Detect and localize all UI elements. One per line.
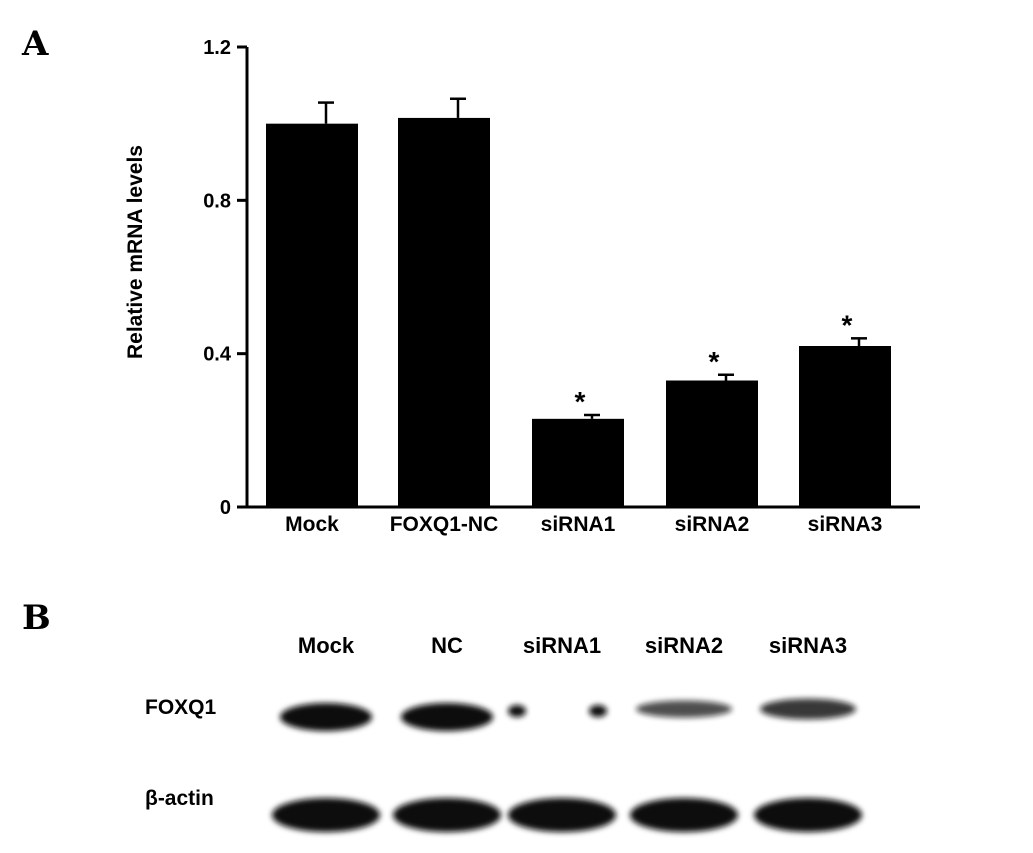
blot-lane-label: NC [431, 633, 463, 658]
bar [266, 123, 358, 508]
x-category-label: siRNA2 [675, 513, 750, 536]
x-category-label: FOXQ1-NC [390, 513, 499, 536]
y-tick-label: 0.4 [203, 344, 232, 366]
blot-row-label: β-actin [145, 787, 214, 810]
bar [666, 380, 758, 507]
bar [398, 117, 490, 508]
blot-band [272, 798, 380, 832]
blot-bands [272, 698, 862, 832]
significance-marker: * [842, 309, 853, 340]
blot-lane-label: siRNA2 [644, 633, 724, 658]
blot-band [760, 698, 856, 720]
blot-lane-label: siRNA3 [768, 633, 848, 658]
blot-band [508, 705, 526, 717]
category-labels: Mock FOXQ1-NC siRNA1 siRNA2 siRNA3 [285, 513, 882, 536]
bar-chart: 0 0.4 0.8 1.2 * * * Mock FOXQ1-NC siRNA1 siRNA2 s… [124, 37, 920, 536]
blot-band [280, 703, 372, 731]
blot-band [636, 700, 732, 718]
blot-band [754, 798, 862, 832]
blot-lane-label: Mock [297, 633, 355, 658]
panel-b-label: B [22, 598, 51, 638]
y-tick-label: 1.2 [203, 37, 231, 59]
x-category-label: Mock [285, 513, 339, 536]
bar [799, 346, 891, 507]
panel-a-label: A [22, 24, 49, 64]
blot-band [589, 705, 607, 717]
x-category-label: siRNA3 [808, 513, 883, 536]
blot-band [401, 703, 493, 731]
blot-band [508, 798, 616, 832]
y-tick-label: 0.8 [203, 190, 231, 212]
bars: * * * [266, 97, 891, 508]
blot-lane-label: siRNA1 [522, 633, 602, 658]
blot-band [630, 798, 738, 832]
y-tick-label: 0 [220, 497, 231, 519]
blot-row-label: FOXQ1 [145, 696, 217, 719]
y-axis-label: Relative mRNA levels [124, 145, 147, 359]
x-category-label: siRNA1 [541, 513, 616, 536]
blot-band [393, 798, 501, 832]
significance-marker: * [575, 386, 586, 417]
significance-marker: * [709, 346, 720, 377]
y-ticks: 0 0.4 0.8 1.2 [203, 37, 247, 519]
bar [532, 418, 624, 507]
